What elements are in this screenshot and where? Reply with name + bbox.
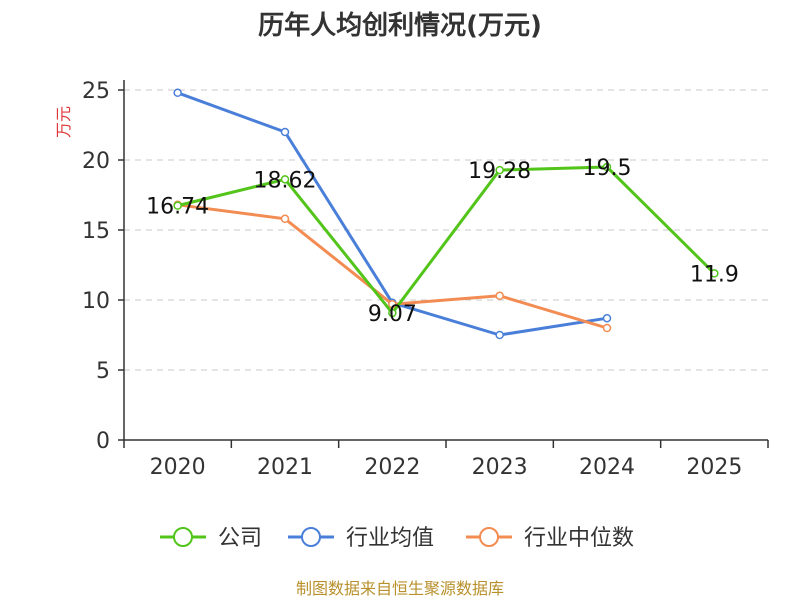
data-point[interactable]: [173, 201, 182, 210]
x-tick-label: 2021: [257, 455, 313, 480]
legend[interactable]: 公司 行业均值 行业中位数: [160, 526, 634, 551]
legend-item-1[interactable]: 行业均值: [288, 526, 434, 551]
legend-label: 行业均值: [346, 526, 434, 551]
legend-item-2[interactable]: 行业中位数: [466, 526, 634, 551]
data-point[interactable]: [388, 299, 397, 309]
legend-item-0[interactable]: 公司: [160, 526, 262, 551]
x-tick-label: 2025: [686, 455, 742, 480]
y-tick-label: 5: [96, 359, 110, 384]
x-tick-label: 2023: [472, 455, 528, 480]
legend-marker: [479, 527, 499, 547]
y-tick-label: 25: [82, 79, 110, 104]
legend-marker: [301, 527, 321, 547]
data-label: 18.62: [254, 168, 317, 193]
data-point[interactable]: [710, 269, 719, 278]
data-point[interactable]: [602, 313, 612, 323]
data-point[interactable]: [602, 323, 612, 333]
legend-label: 公司: [218, 526, 262, 551]
source-note: 制图数据来自恒生聚源数据库: [296, 579, 504, 598]
data-point[interactable]: [495, 291, 504, 301]
y-tick-label: 15: [82, 219, 110, 244]
y-tick-label: 10: [82, 289, 110, 314]
x-tick-label: 2024: [579, 455, 635, 480]
data-point[interactable]: [495, 330, 504, 340]
x-tick-label: 2022: [364, 455, 420, 480]
series-line-0: [177, 165, 716, 315]
y-tick-label: 20: [82, 149, 110, 174]
chart-title: 历年人均创利情况(万元): [258, 10, 542, 41]
data-point[interactable]: [173, 88, 182, 98]
data-label: 9.07: [368, 302, 417, 327]
data-point[interactable]: [280, 175, 290, 184]
data-label: 11.9: [690, 262, 739, 287]
data-point[interactable]: [280, 127, 290, 137]
data-point[interactable]: [388, 308, 397, 318]
y-tick-label: 0: [96, 429, 110, 454]
data-label: 16.74: [146, 195, 209, 220]
data-point[interactable]: [495, 165, 504, 175]
data-label: 19.5: [583, 156, 632, 181]
x-tick-label: 2020: [150, 455, 206, 480]
legend-marker: [173, 527, 193, 547]
data-label: 19.28: [468, 159, 531, 184]
y-axis-label: 万元: [54, 106, 73, 138]
data-point[interactable]: [602, 162, 612, 172]
legend-label: 行业中位数: [524, 526, 634, 551]
data-label-layer: 16.74 18.62 9.07 19.28 19.5 11.9: [146, 156, 739, 327]
data-point[interactable]: [280, 214, 290, 224]
series-layer: [173, 88, 719, 340]
